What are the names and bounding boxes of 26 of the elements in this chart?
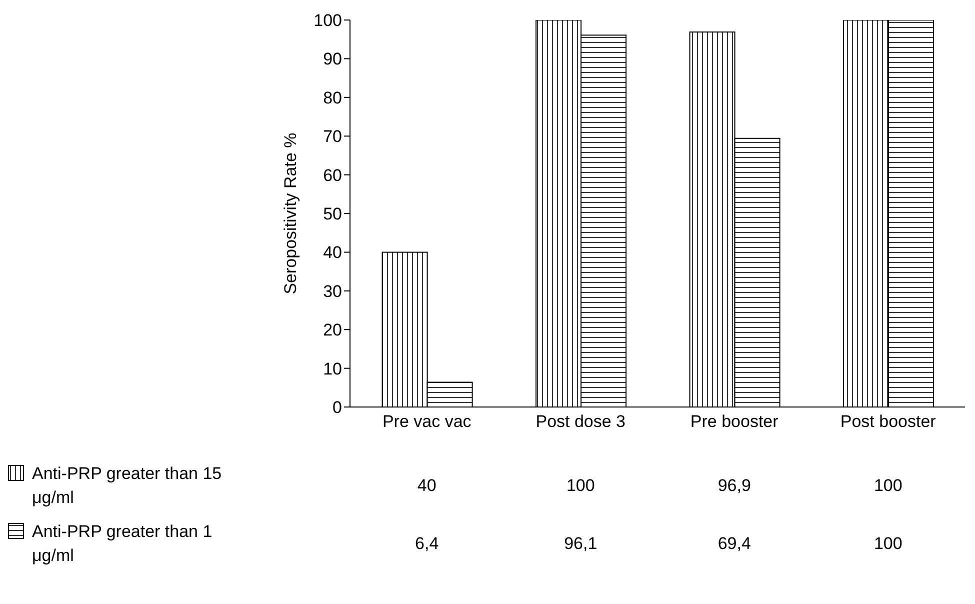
data-label: 96,9 — [716, 476, 752, 496]
legend-label: Anti-PRP greater than 15 μg/ml — [32, 463, 223, 509]
x-tick-label: Post booster — [840, 412, 936, 432]
y-tick-label: 50 — [323, 204, 342, 224]
x-tick-label: Post dose 3 — [536, 412, 626, 432]
data-label: 96,1 — [563, 534, 598, 554]
y-tick-label: 20 — [323, 320, 342, 340]
x-tick-label: Pre vac vac — [382, 412, 472, 432]
legend-label: Anti-PRP greater than 1 μg/ml — [32, 521, 214, 567]
y-tick-label: 30 — [323, 282, 342, 301]
y-axis-title: Seropositivity Rate % — [281, 132, 300, 294]
data-label: 100 — [872, 534, 904, 554]
data-label: 100 — [565, 476, 596, 496]
y-tick-label: 90 — [323, 50, 342, 69]
x-tick-label: Pre booster — [690, 412, 779, 432]
y-tick-label: 60 — [323, 166, 342, 185]
y-tick-label: 40 — [323, 243, 342, 262]
data-label: 100 — [872, 476, 904, 496]
y-tick-label: 100 — [314, 11, 342, 30]
data-label: 40 — [416, 476, 438, 496]
y-tick-label: 70 — [323, 127, 342, 146]
data-label: 69,4 — [716, 534, 752, 554]
y-tick-label: 10 — [323, 359, 342, 378]
data-label: 6,4 — [414, 534, 440, 554]
y-tick-label: 80 — [323, 88, 342, 108]
y-tick-label: 0 — [332, 398, 342, 418]
